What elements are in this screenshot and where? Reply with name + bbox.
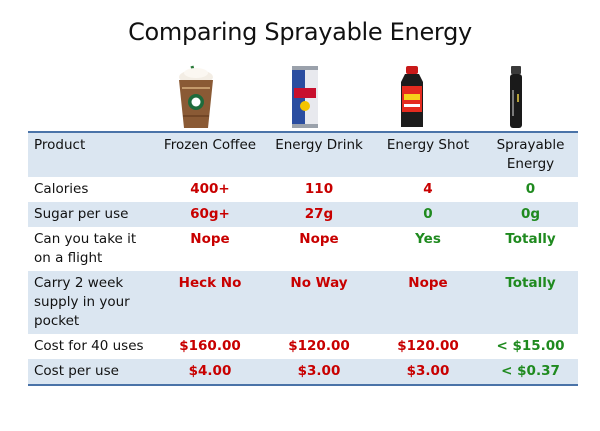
value-cell: Yes <box>373 227 482 271</box>
value-cell: < $15.00 <box>482 334 578 359</box>
value-cell: $3.00 <box>373 359 482 386</box>
value-cell: $4.00 <box>155 359 264 386</box>
value-cell: 0 <box>373 202 482 227</box>
value-cell: 27g <box>264 202 373 227</box>
row-label: Can you take it on a flight <box>28 227 155 271</box>
value-cell: $120.00 <box>264 334 373 359</box>
value-cell: Heck No <box>155 271 264 334</box>
frozen-coffee-cup-icon <box>174 64 218 130</box>
value-cell: 400+ <box>155 177 264 202</box>
value-cell: 110 <box>264 177 373 202</box>
comparison-table: Product Frozen Coffee Energy Drink Energy S… <box>28 131 578 386</box>
value-cell: 4 <box>373 177 482 202</box>
value-cell: 0 <box>482 177 578 202</box>
energy-drink-can-icon <box>290 64 320 130</box>
value-cell: $3.00 <box>264 359 373 386</box>
value-cell: 0g <box>482 202 578 227</box>
table-header-row: Product Frozen Coffee Energy Drink Energy S… <box>28 131 578 177</box>
table-row: Cost per use $4.00 $3.00 $3.00 < $0.37 <box>28 359 578 386</box>
table-row: Cost for 40 uses $160.00 $120.00 $120.00 < $… <box>28 334 578 359</box>
value-cell: < $0.37 <box>482 359 578 386</box>
value-cell: No Way <box>264 271 373 334</box>
spray-bottle-icon <box>507 64 525 130</box>
header-cell: Frozen Coffee <box>155 131 264 177</box>
table-row: Carry 2 week supply in your pocket Heck N… <box>28 271 578 334</box>
value-cell: Nope <box>155 227 264 271</box>
table-row: Sugar per use 60g+ 27g 0 0g <box>28 202 578 227</box>
header-product: Product <box>28 131 155 177</box>
header-cell: Sprayable Energy <box>482 131 578 177</box>
table-row: Can you take it on a flight Nope Nope Yes To… <box>28 227 578 271</box>
table-row: Calories 400+ 110 4 0 <box>28 177 578 202</box>
row-label: Sugar per use <box>28 202 155 227</box>
row-label: Calories <box>28 177 155 202</box>
row-label: Carry 2 week supply in your pocket <box>28 271 155 334</box>
page-title: Comparing Sprayable Energy <box>128 18 472 46</box>
value-cell: $160.00 <box>155 334 264 359</box>
value-cell: Nope <box>373 271 482 334</box>
value-cell: 60g+ <box>155 202 264 227</box>
row-label: Cost for 40 uses <box>28 334 155 359</box>
value-cell: Totally <box>482 227 578 271</box>
header-cell: Energy Shot <box>373 131 482 177</box>
value-cell: Nope <box>264 227 373 271</box>
energy-shot-bottle-icon <box>398 64 426 130</box>
value-cell: Totally <box>482 271 578 334</box>
header-cell: Energy Drink <box>264 131 373 177</box>
value-cell: $120.00 <box>373 334 482 359</box>
row-label: Cost per use <box>28 359 155 386</box>
